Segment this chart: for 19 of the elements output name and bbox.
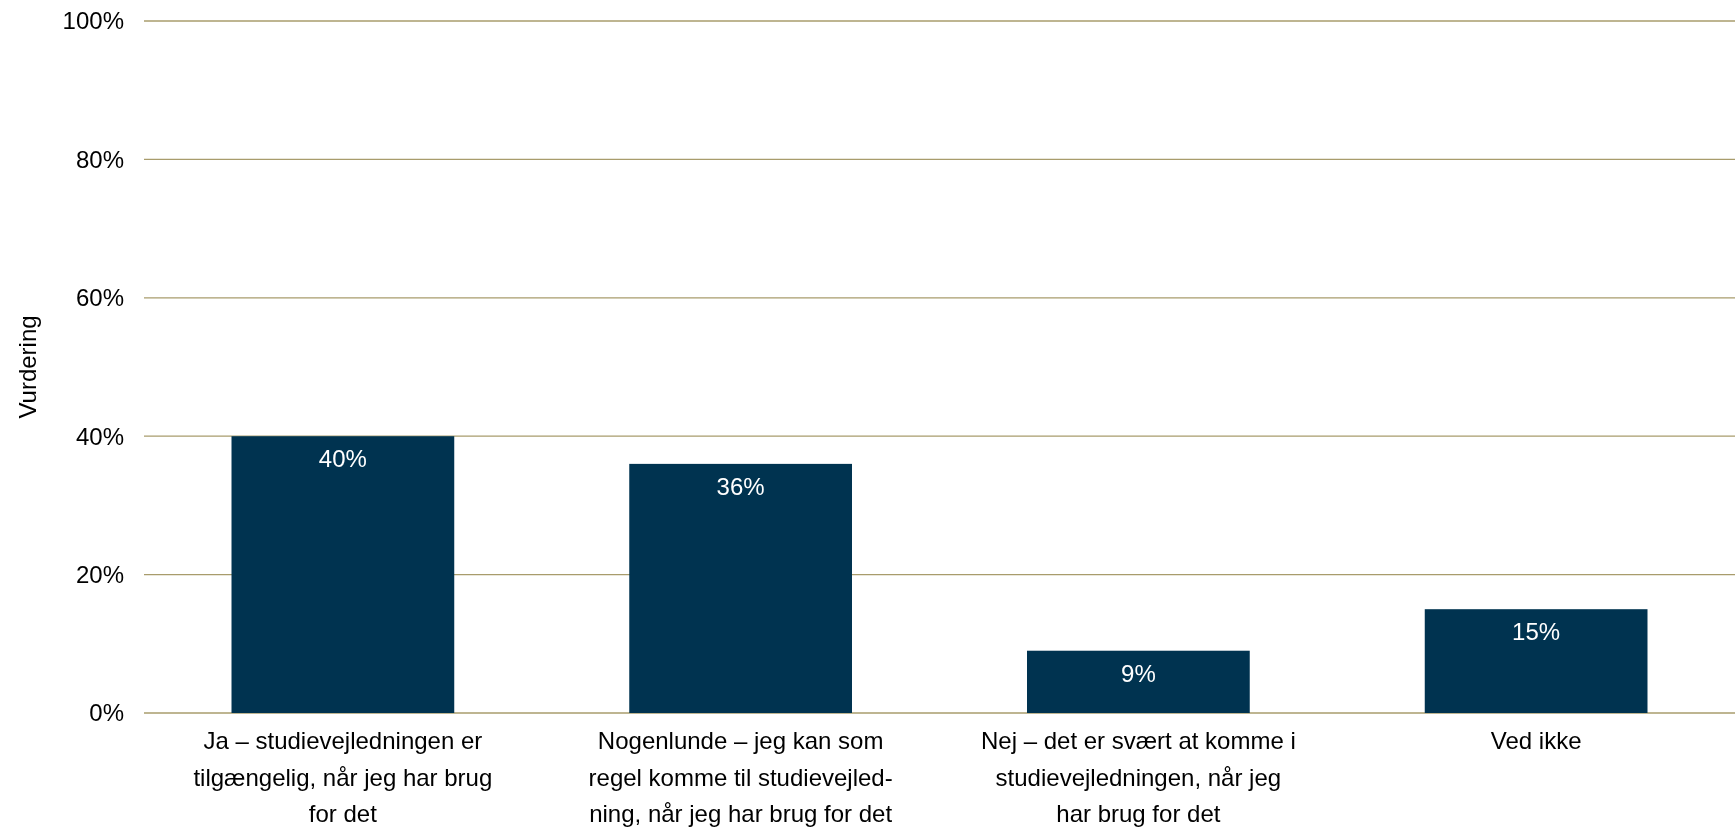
data-label: 9% [1121, 659, 1156, 687]
y-tick-label: 80% [75, 145, 124, 173]
y-axis-title: Vurdering [14, 315, 41, 419]
x-tick-label: Ja – studievejledningen er tilgængelig, når jeg har brug for det [193, 727, 493, 827]
bar [629, 463, 852, 713]
bar [1027, 650, 1250, 713]
x-tick-label: Ved ikke [1490, 727, 1582, 754]
bar [231, 436, 455, 713]
data-label: 36% [716, 472, 765, 500]
y-tick-label: 20% [75, 561, 124, 588]
y-tick-label: 60% [75, 284, 124, 312]
y-tick-label: 100% [62, 7, 124, 35]
y-tick-label: 0% [89, 699, 124, 727]
data-label: 40% [318, 445, 367, 473]
x-tick-label: Nogenlunde – jeg kan som regel komme til studievejled- ning, når jeg har brug for det [588, 727, 893, 827]
x-tick-label: Nej – det er svært at komme i studievejledningen, når jeg har brug for det [980, 727, 1296, 827]
data-label: 15% [1512, 618, 1561, 646]
bar [1424, 609, 1648, 713]
y-tick-label: 40% [75, 422, 124, 450]
